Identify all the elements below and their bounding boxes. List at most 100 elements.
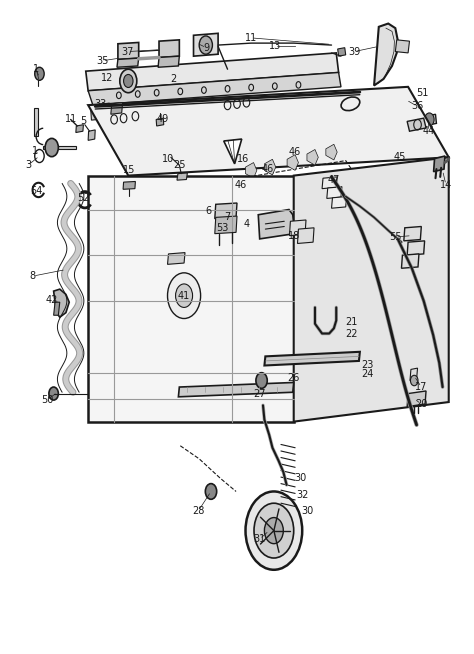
Polygon shape: [177, 173, 187, 180]
Circle shape: [264, 517, 283, 543]
Polygon shape: [287, 155, 299, 171]
Polygon shape: [88, 87, 449, 175]
Polygon shape: [410, 368, 418, 381]
Text: 17: 17: [415, 382, 428, 392]
Text: 46: 46: [262, 164, 274, 174]
Polygon shape: [54, 289, 69, 317]
Polygon shape: [264, 352, 360, 366]
Text: 20: 20: [415, 399, 428, 409]
Polygon shape: [327, 186, 342, 198]
Polygon shape: [264, 160, 276, 175]
Text: 28: 28: [192, 506, 204, 516]
Polygon shape: [158, 56, 179, 67]
Text: 46: 46: [235, 180, 247, 190]
Text: 45: 45: [394, 152, 406, 162]
Circle shape: [49, 387, 58, 400]
Polygon shape: [54, 302, 60, 315]
Polygon shape: [434, 156, 445, 172]
Polygon shape: [111, 103, 123, 114]
Text: 52: 52: [77, 193, 90, 203]
Text: 26: 26: [288, 373, 300, 383]
Polygon shape: [258, 209, 294, 239]
Polygon shape: [407, 391, 426, 407]
Polygon shape: [326, 145, 337, 160]
Text: 51: 51: [416, 88, 428, 98]
Polygon shape: [159, 40, 179, 58]
Text: 35: 35: [96, 56, 109, 66]
Polygon shape: [117, 58, 139, 67]
Text: 30: 30: [295, 473, 307, 483]
Text: 25: 25: [173, 160, 186, 170]
Text: 55: 55: [389, 232, 401, 242]
Text: 49: 49: [156, 114, 168, 124]
Circle shape: [175, 284, 192, 307]
Polygon shape: [401, 254, 419, 268]
Text: 10: 10: [163, 154, 174, 164]
Circle shape: [246, 491, 302, 570]
Text: 47: 47: [328, 175, 340, 185]
Text: 8: 8: [30, 271, 36, 281]
Text: 13: 13: [269, 41, 281, 52]
Text: 7: 7: [224, 213, 231, 222]
Text: 1: 1: [33, 64, 39, 74]
Polygon shape: [76, 125, 83, 133]
Text: 37: 37: [121, 46, 134, 57]
Circle shape: [35, 67, 44, 80]
Text: 22: 22: [345, 328, 357, 339]
Text: 5: 5: [80, 116, 87, 126]
Text: 50: 50: [41, 395, 53, 405]
Text: 30: 30: [302, 506, 314, 516]
Text: 54: 54: [30, 186, 42, 196]
Polygon shape: [193, 33, 218, 56]
Polygon shape: [374, 24, 398, 86]
Polygon shape: [246, 163, 257, 178]
Text: 11: 11: [64, 114, 77, 124]
Polygon shape: [224, 139, 242, 164]
Polygon shape: [322, 177, 337, 188]
Polygon shape: [290, 220, 306, 235]
Text: 44: 44: [422, 126, 435, 136]
Text: 32: 32: [296, 490, 309, 500]
Circle shape: [120, 69, 137, 93]
Text: 42: 42: [46, 294, 58, 305]
Text: 18: 18: [288, 231, 300, 241]
Polygon shape: [88, 130, 95, 141]
Polygon shape: [123, 181, 136, 189]
Polygon shape: [178, 383, 294, 397]
Circle shape: [124, 75, 133, 88]
Polygon shape: [88, 73, 341, 105]
Polygon shape: [407, 241, 425, 255]
Text: 53: 53: [216, 223, 228, 233]
Text: 14: 14: [440, 180, 452, 190]
Text: 31: 31: [254, 534, 266, 544]
Polygon shape: [167, 252, 185, 264]
Circle shape: [401, 94, 410, 107]
Polygon shape: [423, 114, 437, 126]
Polygon shape: [34, 108, 37, 137]
Text: 24: 24: [361, 369, 373, 379]
Text: 1: 1: [32, 146, 38, 156]
Text: 23: 23: [361, 360, 373, 370]
Circle shape: [167, 273, 201, 318]
Polygon shape: [43, 146, 76, 150]
Text: 36: 36: [411, 101, 424, 111]
Polygon shape: [404, 226, 421, 241]
Text: 4: 4: [243, 219, 249, 229]
Circle shape: [205, 483, 217, 499]
Text: 2: 2: [170, 74, 176, 84]
Text: 3: 3: [25, 160, 31, 170]
Circle shape: [410, 375, 418, 386]
Circle shape: [425, 113, 434, 126]
Polygon shape: [88, 175, 294, 422]
Polygon shape: [331, 196, 346, 208]
Text: 12: 12: [101, 73, 113, 82]
Text: 11: 11: [245, 33, 257, 43]
Polygon shape: [407, 118, 426, 131]
Circle shape: [45, 139, 58, 157]
Polygon shape: [395, 40, 410, 53]
Circle shape: [199, 36, 212, 54]
Text: 33: 33: [94, 99, 106, 109]
Polygon shape: [307, 150, 318, 165]
Text: 27: 27: [254, 388, 266, 398]
Polygon shape: [298, 228, 314, 243]
